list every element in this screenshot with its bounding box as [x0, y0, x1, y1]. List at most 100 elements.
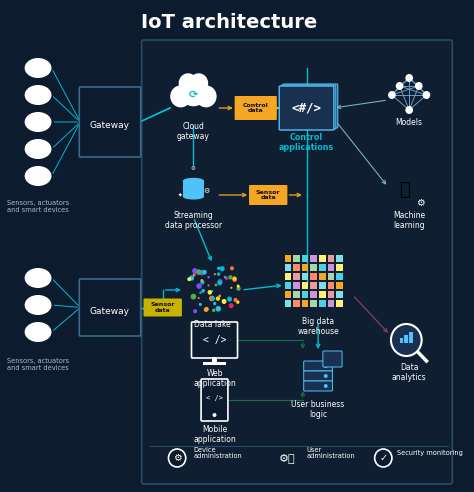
Text: IoT architecture: IoT architecture: [141, 12, 317, 31]
Circle shape: [230, 287, 232, 289]
Bar: [310, 281, 317, 288]
Bar: [319, 254, 326, 262]
FancyBboxPatch shape: [201, 379, 228, 421]
Circle shape: [229, 303, 234, 308]
Circle shape: [219, 266, 225, 272]
Circle shape: [405, 106, 413, 114]
Bar: [328, 281, 334, 288]
Circle shape: [192, 268, 198, 274]
Bar: [336, 290, 343, 298]
Bar: [302, 254, 309, 262]
Bar: [310, 273, 317, 279]
Circle shape: [187, 277, 191, 281]
Circle shape: [195, 86, 217, 107]
Text: Streaming
data processor: Streaming data processor: [165, 211, 222, 230]
Text: < />: < />: [203, 335, 226, 345]
Circle shape: [189, 73, 208, 93]
FancyBboxPatch shape: [142, 40, 452, 484]
Text: Gateway: Gateway: [90, 122, 130, 130]
Circle shape: [212, 308, 215, 312]
Bar: [211, 357, 218, 362]
Text: < />: < />: [206, 395, 223, 401]
Bar: [284, 254, 291, 262]
Circle shape: [217, 279, 223, 285]
Circle shape: [237, 284, 240, 288]
Circle shape: [217, 273, 220, 276]
Ellipse shape: [25, 139, 52, 159]
Bar: [182, 189, 204, 196]
Circle shape: [199, 303, 202, 306]
Bar: [336, 281, 343, 288]
Circle shape: [193, 309, 197, 313]
Bar: [319, 300, 326, 307]
Circle shape: [236, 300, 239, 304]
Text: Sensors, actuators
and smart devices: Sensors, actuators and smart devices: [7, 200, 69, 213]
Text: User business
logic: User business logic: [292, 400, 345, 419]
Bar: [336, 264, 343, 271]
Bar: [203, 362, 226, 365]
Bar: [319, 290, 326, 298]
Circle shape: [211, 290, 213, 292]
Text: Device
administration: Device administration: [193, 447, 242, 460]
Circle shape: [196, 269, 201, 275]
Text: <#/>: <#/>: [292, 101, 321, 115]
Circle shape: [207, 276, 210, 278]
Bar: [302, 290, 309, 298]
Circle shape: [405, 74, 413, 82]
Text: Web
application: Web application: [193, 369, 236, 388]
Text: ⚙: ⚙: [173, 453, 182, 463]
Circle shape: [204, 307, 209, 311]
Circle shape: [225, 277, 228, 280]
Bar: [284, 264, 291, 271]
Circle shape: [211, 297, 215, 301]
Circle shape: [170, 86, 191, 107]
Text: Mobile
application: Mobile application: [193, 425, 236, 444]
Circle shape: [189, 276, 194, 280]
Circle shape: [391, 324, 422, 356]
Circle shape: [216, 296, 220, 301]
Text: Control
applications: Control applications: [279, 133, 334, 153]
Circle shape: [204, 308, 208, 312]
Circle shape: [217, 267, 220, 270]
Circle shape: [232, 277, 237, 282]
Circle shape: [324, 364, 328, 368]
Circle shape: [234, 298, 237, 302]
Bar: [310, 264, 317, 271]
Ellipse shape: [182, 178, 204, 184]
Circle shape: [179, 73, 198, 93]
FancyBboxPatch shape: [304, 381, 332, 391]
FancyBboxPatch shape: [144, 299, 182, 316]
Circle shape: [228, 275, 233, 279]
FancyBboxPatch shape: [191, 322, 237, 358]
Text: ✓: ✓: [379, 453, 387, 463]
Bar: [328, 290, 334, 298]
Text: Models: Models: [396, 118, 423, 127]
Circle shape: [191, 294, 196, 300]
Circle shape: [213, 302, 216, 305]
Ellipse shape: [182, 193, 204, 200]
Text: Big data
warehouse: Big data warehouse: [297, 317, 339, 337]
Bar: [302, 300, 309, 307]
Bar: [319, 264, 326, 271]
FancyBboxPatch shape: [281, 85, 336, 129]
FancyBboxPatch shape: [235, 96, 277, 120]
Bar: [336, 273, 343, 279]
Bar: [328, 273, 334, 279]
Circle shape: [209, 296, 215, 302]
Circle shape: [324, 374, 328, 378]
Bar: [302, 264, 309, 271]
Text: ✦: ✦: [178, 192, 182, 197]
Text: ⚙: ⚙: [191, 166, 196, 172]
Circle shape: [215, 283, 218, 286]
FancyBboxPatch shape: [79, 279, 141, 336]
FancyBboxPatch shape: [283, 84, 338, 128]
Circle shape: [230, 266, 234, 271]
Bar: [302, 273, 309, 279]
Bar: [336, 300, 343, 307]
Text: Sensor
data: Sensor data: [150, 302, 175, 313]
Bar: [310, 290, 317, 298]
Text: 🧠: 🧠: [399, 181, 410, 199]
Circle shape: [224, 276, 227, 278]
Text: Security monitoring: Security monitoring: [397, 450, 463, 456]
Circle shape: [168, 449, 186, 467]
